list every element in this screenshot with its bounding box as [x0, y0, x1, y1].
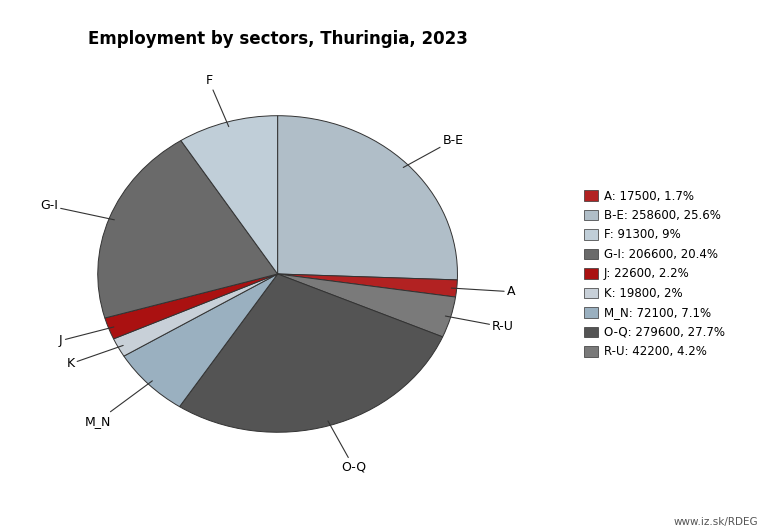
Wedge shape [278, 115, 457, 280]
Wedge shape [181, 115, 278, 274]
Wedge shape [124, 274, 278, 406]
Text: G-I: G-I [40, 200, 114, 220]
Text: R-U: R-U [446, 316, 514, 334]
Wedge shape [98, 140, 278, 318]
Legend: A: 17500, 1.7%, B-E: 258600, 25.6%, F: 91300, 9%, G-I: 206600, 20.4%, J: 22600, : A: 17500, 1.7%, B-E: 258600, 25.6%, F: 9… [580, 186, 729, 362]
Wedge shape [113, 274, 278, 356]
Text: K: K [66, 345, 124, 370]
Text: J: J [59, 327, 114, 347]
Wedge shape [180, 274, 443, 433]
Text: M_N: M_N [84, 381, 152, 428]
Text: www.iz.sk/RDEG: www.iz.sk/RDEG [674, 517, 759, 527]
Text: B-E: B-E [404, 134, 464, 168]
Text: O-Q: O-Q [328, 421, 366, 473]
Text: A: A [451, 285, 515, 298]
Text: F: F [206, 74, 229, 127]
Title: Employment by sectors, Thuringia, 2023: Employment by sectors, Thuringia, 2023 [88, 30, 468, 48]
Wedge shape [105, 274, 278, 339]
Wedge shape [278, 274, 457, 297]
Wedge shape [278, 274, 456, 337]
